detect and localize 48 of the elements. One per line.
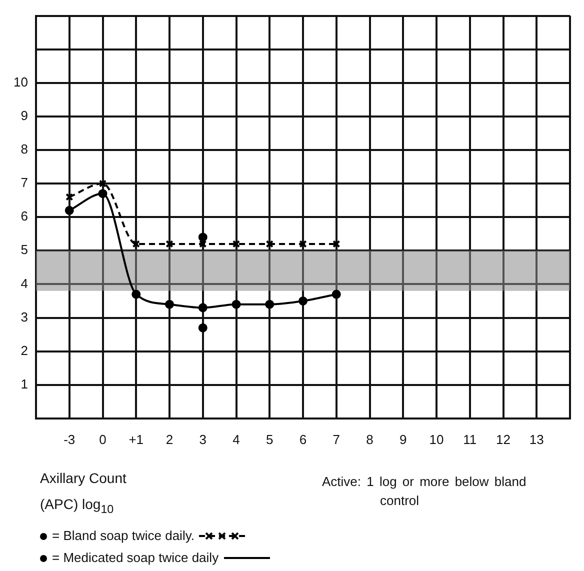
point bbox=[265, 300, 274, 309]
x-tick-label: 5 bbox=[266, 432, 274, 447]
y-tick-label: 3 bbox=[20, 309, 28, 324]
y-tick-label: 5 bbox=[20, 242, 28, 258]
y-tick-label: 8 bbox=[20, 142, 28, 157]
x-tick-label: 12 bbox=[496, 432, 510, 447]
y-tick-label: 4 bbox=[20, 276, 28, 291]
x-tick-label: +1 bbox=[128, 432, 144, 447]
x-tick-label: 4 bbox=[232, 432, 240, 447]
text: (APC) log$_{10}$ bbox=[40, 496, 114, 516]
point bbox=[98, 180, 107, 188]
point bbox=[166, 240, 174, 248]
y-tick-label: 7 bbox=[20, 175, 28, 190]
x-tick-label: 7 bbox=[332, 432, 340, 447]
point bbox=[66, 193, 74, 201]
point bbox=[64, 206, 74, 215]
x-tick-label: 2 bbox=[166, 432, 174, 447]
point bbox=[266, 240, 274, 248]
point bbox=[198, 303, 208, 312]
x-tick-label: 0 bbox=[99, 432, 106, 447]
point bbox=[298, 296, 308, 306]
y-tick-label: 10 bbox=[14, 74, 28, 90]
y-tick-label: 2 bbox=[20, 342, 28, 358]
point bbox=[232, 240, 240, 248]
x-tick-label: 10 bbox=[429, 432, 444, 447]
x-tick-label: 3 bbox=[199, 432, 206, 447]
x-tick-label: 9 bbox=[400, 432, 407, 447]
point bbox=[132, 240, 140, 248]
y-tick-label: 6 bbox=[20, 208, 28, 224]
x-tick-label: 6 bbox=[299, 432, 307, 447]
legend-label: = Medicated soap twice daily bbox=[52, 549, 219, 567]
point bbox=[98, 189, 108, 198]
point bbox=[132, 290, 141, 299]
point bbox=[232, 300, 241, 309]
x-tick-label: -3 bbox=[64, 432, 76, 447]
x-tick-label: 13 bbox=[529, 432, 544, 447]
point bbox=[165, 300, 174, 309]
point bbox=[332, 240, 340, 248]
point bbox=[332, 290, 341, 299]
text: Active: 1 log or more below bland control bbox=[322, 473, 528, 510]
x-tick-label: 11 bbox=[463, 432, 477, 447]
x-tick-label: 8 bbox=[366, 432, 374, 447]
point bbox=[199, 240, 207, 248]
legend-label: = Bland soap twice daily. bbox=[52, 527, 194, 545]
text: Axillary Count bbox=[40, 470, 126, 486]
y-tick-label: 1 bbox=[20, 376, 28, 392]
y-tick-label: 9 bbox=[20, 108, 28, 124]
point bbox=[299, 240, 307, 248]
